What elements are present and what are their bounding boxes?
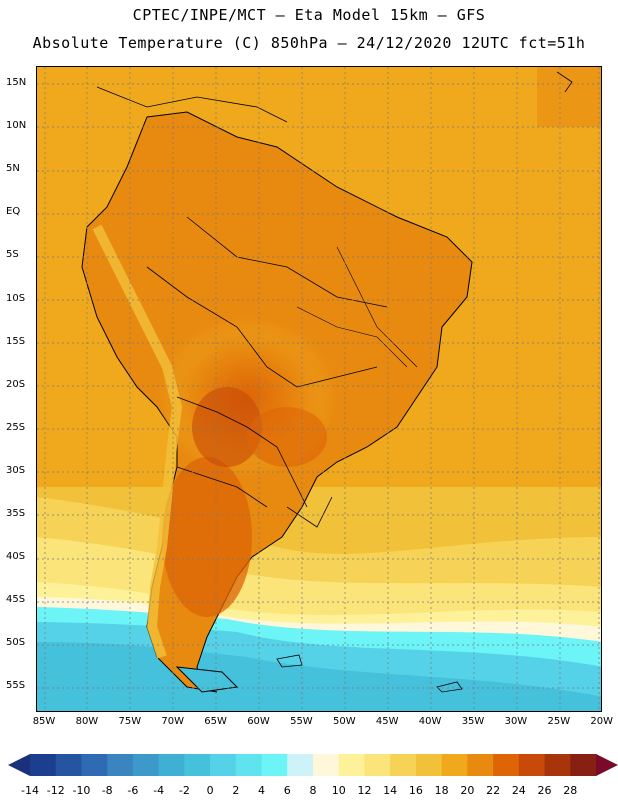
- state-border-1: [336, 246, 418, 368]
- gridlines: [37, 67, 601, 711]
- hot-spot-chaco: [192, 387, 262, 467]
- lon-label: 40W: [418, 716, 442, 727]
- colorbar-segment: [210, 754, 237, 776]
- lat-label: 20S: [6, 378, 26, 390]
- colorbar-segment: [184, 754, 211, 776]
- colorbar-tick-label: 4: [258, 784, 266, 797]
- colorbar-segment: [287, 754, 314, 776]
- colorbar-segment: [30, 754, 57, 776]
- lat-label: 45S: [6, 594, 26, 606]
- lon-label: 70W: [161, 716, 184, 727]
- map-title: CPTEC/INPE/MCT — Eta Model 15km — GFS: [132, 6, 486, 24]
- lat-label: 50S: [6, 637, 26, 649]
- colorbar-tick-label: 8: [309, 784, 317, 797]
- colorbar-over-arrow: [596, 754, 618, 776]
- lon-label: 75W: [118, 716, 142, 727]
- colorbar-segment: [415, 754, 443, 776]
- colorbar-tick-label: 16: [408, 784, 423, 797]
- lon-label: 50W: [332, 716, 356, 727]
- lon-label: 60W: [247, 716, 270, 727]
- colorbar-segment: [338, 754, 365, 776]
- lon-label: 25W: [547, 716, 571, 727]
- colorbar-segment: [235, 754, 263, 776]
- colorbar-segment: [55, 754, 82, 776]
- colorbar-segment: [313, 754, 340, 776]
- lat-label: 40S: [6, 551, 26, 563]
- lon-label: 80W: [75, 716, 99, 727]
- colorbar-tick-label: 20: [460, 784, 475, 797]
- lat-label: 35S: [6, 508, 26, 519]
- caribbean-coast: [96, 86, 288, 123]
- colorbar-tick-label: 14: [383, 784, 398, 797]
- colorbar-tick-label: 26: [537, 784, 552, 797]
- colorbar-segment: [390, 754, 417, 776]
- andes-cooler-strip: [92, 224, 183, 659]
- lat-label: 55S: [6, 680, 26, 692]
- lat-label: 25S: [6, 421, 26, 433]
- warm-patch-northeast: [537, 67, 601, 127]
- colorbar-tick-label: 18: [434, 784, 449, 797]
- lat-label: 5N: [6, 163, 20, 175]
- colorbar-tick-label: -4: [153, 784, 165, 797]
- colorbar-tick-label: 10: [331, 784, 346, 797]
- lon-label: 30W: [504, 716, 528, 727]
- country-border-2: [146, 266, 378, 388]
- warm-core-argentina: [162, 457, 252, 617]
- colorbar-tick-label: 24: [511, 784, 526, 797]
- colorbar-segment: [493, 754, 520, 776]
- temperature-map: [36, 66, 602, 712]
- colorbar-under-arrow: [8, 754, 30, 776]
- colorbar-segment: [441, 754, 468, 776]
- colorbar-tick-label: -8: [101, 784, 113, 797]
- colorbar-segment: [261, 754, 288, 776]
- falkland-islands: [276, 654, 303, 668]
- colorbar-segment: [467, 754, 494, 776]
- lon-label: 20W: [590, 716, 613, 727]
- lat-label: 5S: [6, 249, 19, 261]
- lon-label: 85W: [32, 716, 56, 727]
- country-border-uruguay: [286, 496, 333, 528]
- island-outline: [556, 71, 573, 93]
- colorbar-segment: [107, 754, 134, 776]
- state-border-2: [296, 306, 408, 368]
- lat-label: 15S: [6, 335, 26, 347]
- colorbar-segment: [364, 754, 391, 776]
- colorbar-tick-label: 0: [206, 784, 214, 797]
- lon-label: 45W: [375, 716, 399, 727]
- colorbar-segment: [518, 754, 546, 776]
- colorbar-tick-label: 12: [357, 784, 372, 797]
- south-georgia: [436, 681, 463, 693]
- colorbar-segment: [544, 754, 571, 776]
- colorbar-tick-label: 2: [232, 784, 240, 797]
- lat-label: 10N: [6, 120, 27, 132]
- colorbar-segment: [81, 754, 108, 776]
- colorbar-tick-label: -2: [178, 784, 190, 797]
- lat-label: 15N: [6, 77, 27, 88]
- lat-label: 30S: [6, 464, 26, 476]
- country-border-3: [176, 396, 308, 508]
- colorbar-tick-label: -12: [46, 784, 65, 797]
- lon-label: 35W: [461, 716, 485, 727]
- tierra-del-fuego: [175, 666, 239, 693]
- colorbar-tick-label: 28: [563, 784, 578, 797]
- colorbar-segment: [132, 754, 160, 776]
- colorbar-tick-label: -6: [127, 784, 139, 797]
- colorbar-tick-label: -10: [72, 784, 91, 797]
- lon-label: 65W: [204, 716, 227, 727]
- lat-label: EQ: [6, 206, 21, 218]
- colorbar-tick-label: 6: [283, 784, 291, 797]
- temperature-colorbar: [8, 754, 618, 776]
- warm-spot-brazil: [247, 407, 327, 467]
- map-subtitle: Absolute Temperature (C) 850hPa — 24/12/…: [32, 34, 586, 52]
- colorbar-segment: [570, 754, 597, 776]
- colorbar-tick-label: -14: [21, 784, 39, 797]
- lat-label: 10S: [6, 292, 26, 304]
- colorbar-segment: [158, 754, 185, 776]
- colorbar-tick-label: 22: [486, 784, 501, 797]
- lon-label: 55W: [290, 716, 313, 727]
- map-canvas: [37, 67, 601, 711]
